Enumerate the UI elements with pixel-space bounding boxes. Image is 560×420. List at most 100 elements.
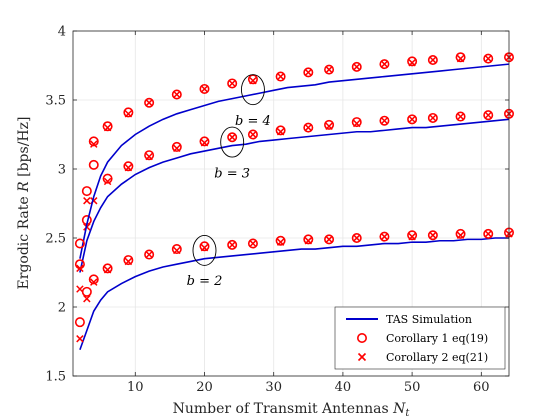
cor2-point [325, 65, 333, 74]
cor1-point [324, 119, 335, 130]
cor1-point [123, 255, 134, 266]
series-layer [74, 52, 514, 351]
cor2-point [304, 237, 313, 245]
cor1-point [199, 241, 210, 252]
cor2-point [76, 285, 84, 293]
x-tick-label: 20 [196, 380, 213, 395]
cor2-point [325, 235, 333, 244]
ticks [73, 30, 509, 377]
cor1-point [74, 238, 85, 249]
cor2-point [484, 111, 492, 119]
cor1-point [351, 61, 362, 72]
cor2-point [90, 140, 98, 148]
cor2-point [124, 257, 133, 266]
cor2-point [228, 133, 236, 141]
cor2-point [408, 59, 416, 67]
y-axis-label-text: Ergodic Rate [16, 196, 32, 289]
legend-cross-symbol [357, 352, 367, 362]
cor2-point [145, 152, 153, 161]
cor2-point [353, 234, 361, 242]
annotations: b = 2 b = 3 b = 4 [187, 74, 271, 289]
legend: TAS Simulation Corollary 1 eq(19) Coroll… [334, 306, 506, 370]
cor2-point [249, 76, 257, 85]
cor2-point [484, 230, 492, 238]
cor1-point [88, 274, 99, 285]
tick-labels: 10 20 30 40 50 60 1.5 2 2.5 3 3.5 4 [45, 25, 489, 396]
tas-line-b2 [79, 237, 509, 351]
cor1-point [379, 115, 390, 126]
cor1-point [303, 234, 314, 245]
x-tick-label: 50 [404, 380, 421, 395]
cor1-point [407, 230, 418, 241]
cor2-point [83, 197, 91, 205]
legend-label-cor1: Corollary 1 eq(19) [386, 332, 488, 345]
cor1-point [427, 112, 438, 123]
cor1-point [324, 234, 335, 245]
cor2-point [76, 335, 84, 343]
cor2-point [83, 294, 91, 303]
cor2-point [353, 119, 361, 128]
cor2-point [90, 278, 98, 286]
cor1-point [351, 117, 362, 128]
cor2-point [408, 115, 416, 124]
legend-label-tas: TAS Simulation [386, 313, 472, 326]
cor1-point [227, 132, 238, 143]
cor1-point [275, 125, 286, 136]
cor2-point [325, 122, 333, 130]
cor2-point [124, 163, 133, 172]
annotation-ellipse [240, 74, 265, 106]
cor2-point [173, 144, 181, 153]
y-tick-label: 1.5 [45, 370, 66, 385]
axes-box [72, 30, 510, 377]
cor1-point [275, 71, 286, 82]
legend-circle-symbol [356, 332, 367, 343]
y-axis-label-var: R [16, 181, 32, 193]
series-b4 [74, 52, 514, 273]
cor1-point [427, 54, 438, 65]
cor1-point [407, 114, 418, 125]
cor1-point [427, 230, 438, 241]
y-axis-label-unit: [bps/Hz] [16, 117, 32, 177]
y-tick-label: 2 [58, 301, 66, 316]
cor1-point [407, 56, 418, 67]
cor2-point [76, 264, 84, 273]
cor1-point [88, 159, 99, 170]
cor1-point [324, 64, 335, 75]
cor2-point [276, 238, 285, 246]
x-tick-label: 60 [473, 380, 490, 395]
cor1-point [247, 129, 258, 140]
cor2-point [145, 250, 153, 259]
cor2-point [456, 231, 465, 239]
cor1-point [102, 173, 113, 184]
cor2-point [456, 112, 465, 121]
cor2-point [429, 114, 437, 122]
cor1-point [102, 121, 113, 132]
cor1-point [247, 74, 258, 85]
cor2-point [228, 241, 236, 249]
cor1-point [102, 263, 113, 274]
annotation-ellipse [220, 126, 245, 158]
cor2-point [380, 232, 389, 241]
cor1-point [74, 317, 85, 328]
tas-line-b4 [79, 63, 510, 259]
annotation-label: b = 4 [235, 114, 271, 129]
cor1-point [81, 186, 92, 197]
cor2-point [408, 232, 416, 241]
cor1-point [379, 59, 390, 70]
cor2-point [145, 99, 153, 107]
cor1-point [483, 53, 494, 64]
cor1-point [483, 110, 494, 121]
y-tick-label: 3 [58, 163, 66, 178]
cor1-point [144, 97, 155, 108]
cor2-point [484, 54, 492, 63]
cor2-point [429, 56, 437, 64]
cor2-point [200, 85, 209, 93]
x-axis-label: Number of Transmit Antennas Nt [173, 401, 411, 419]
cor2-point [429, 231, 437, 239]
cor1-point [227, 78, 238, 89]
cor1-point [303, 67, 314, 78]
cor1-point [171, 244, 182, 255]
series-b2 [74, 227, 514, 351]
cor2-point [249, 239, 257, 248]
cor1-point [227, 239, 238, 250]
